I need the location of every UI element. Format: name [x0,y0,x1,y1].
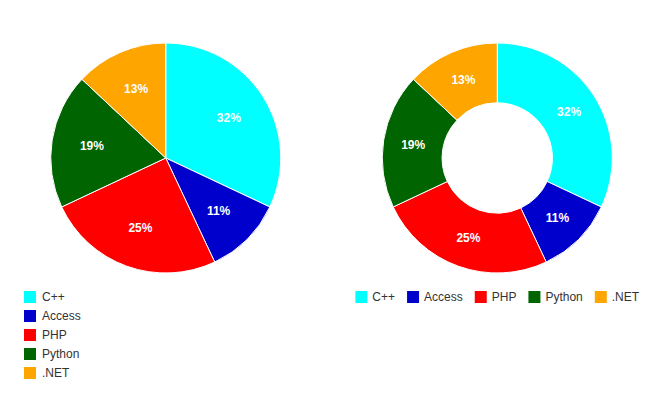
legend-swatch [24,367,36,379]
legend-label: C++ [42,290,65,304]
legend-label: Python [545,290,582,304]
chart-svg: 32% 11% 25% 19% 13% C++ Access PHP Python .NET 32%… [0,0,663,413]
data-label: 11% [207,204,231,218]
slice [413,43,497,120]
legend-swatch [24,291,36,303]
legend-label: PHP [42,328,67,342]
slice [497,43,612,207]
legend-label: Access [42,309,81,323]
legend-swatch [595,291,607,303]
legend-label: Access [424,290,463,304]
legend-label: Python [42,347,79,361]
donut-chart [382,43,612,273]
data-labels: 32% 11% 25% 19% 13% [401,73,581,245]
legend-label: C++ [372,290,395,304]
chart-container: 32% 11% 25% 19% 13% C++ Access PHP Python .NET 32%… [0,0,663,413]
legend-swatch [355,291,367,303]
data-label: 11% [546,211,570,225]
legend-label: .NET [612,290,640,304]
data-label: 32% [217,111,241,125]
legend-swatch [475,291,487,303]
legend: C++ Access PHP Python .NET [24,290,81,380]
legend-label: PHP [492,290,517,304]
data-label: 32% [557,105,581,119]
legend-swatch [24,329,36,341]
data-label: 13% [451,73,475,87]
legend-swatch [24,310,36,322]
legend-swatch [407,291,419,303]
legend: C++ Access PHP Python .NET [355,290,639,304]
pie-chart [51,43,281,273]
data-label: 13% [124,82,148,96]
data-label: 19% [80,139,104,153]
legend-swatch [24,348,36,360]
legend-swatch [528,291,540,303]
data-label: 25% [128,221,152,235]
data-label: 25% [456,231,480,245]
legend-label: .NET [42,366,70,380]
data-label: 19% [401,138,425,152]
data-labels: 32% 11% 25% 19% 13% [80,82,241,235]
